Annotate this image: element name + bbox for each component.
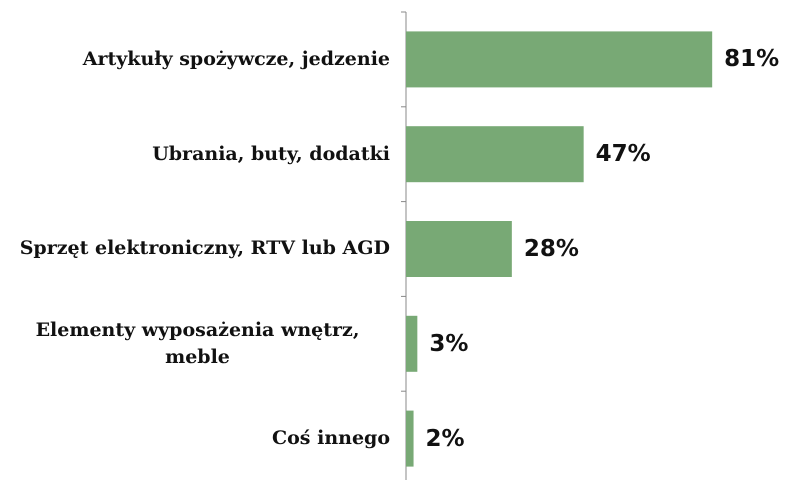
data-label: 2%: [426, 419, 465, 459]
data-label: 47%: [596, 134, 651, 174]
category-label-text: Artykuły spożywcze, jedzenie: [82, 47, 390, 70]
category-label-text: Elementy wyposażenia wnętrz, meble: [35, 318, 360, 368]
category-label-text: Ubrania, buty, dodatki: [152, 142, 390, 165]
data-label: 3%: [429, 324, 468, 364]
data-label-text: 47%: [595, 141, 651, 168]
bar: [406, 221, 512, 277]
bar: [406, 126, 584, 183]
bar: [406, 31, 713, 88]
category-label: Coś innego: [5, 391, 390, 480]
category-label: Ubrania, buty, dodatki: [5, 107, 390, 202]
data-label-text: 2%: [425, 425, 465, 452]
data-label-text: 28%: [523, 236, 579, 262]
category-label: Artykuły spożywcze, jedzenie: [5, 12, 390, 107]
category-label: Elementy wyposażenia wnętrz, meble: [5, 296, 390, 391]
category-label: Sprzęt elektroniczny, RTV lub AGD: [5, 202, 390, 297]
data-label: 81%: [724, 39, 779, 79]
category-label-text: Coś innego: [272, 427, 390, 450]
bar: [406, 410, 414, 467]
category-label-text: Sprzęt elektroniczny, RTV lub AGD: [19, 237, 390, 260]
data-label: 28%: [524, 229, 579, 269]
data-label-text: 3%: [429, 330, 469, 357]
bar: [406, 315, 418, 372]
data-label-text: 81%: [724, 46, 780, 73]
